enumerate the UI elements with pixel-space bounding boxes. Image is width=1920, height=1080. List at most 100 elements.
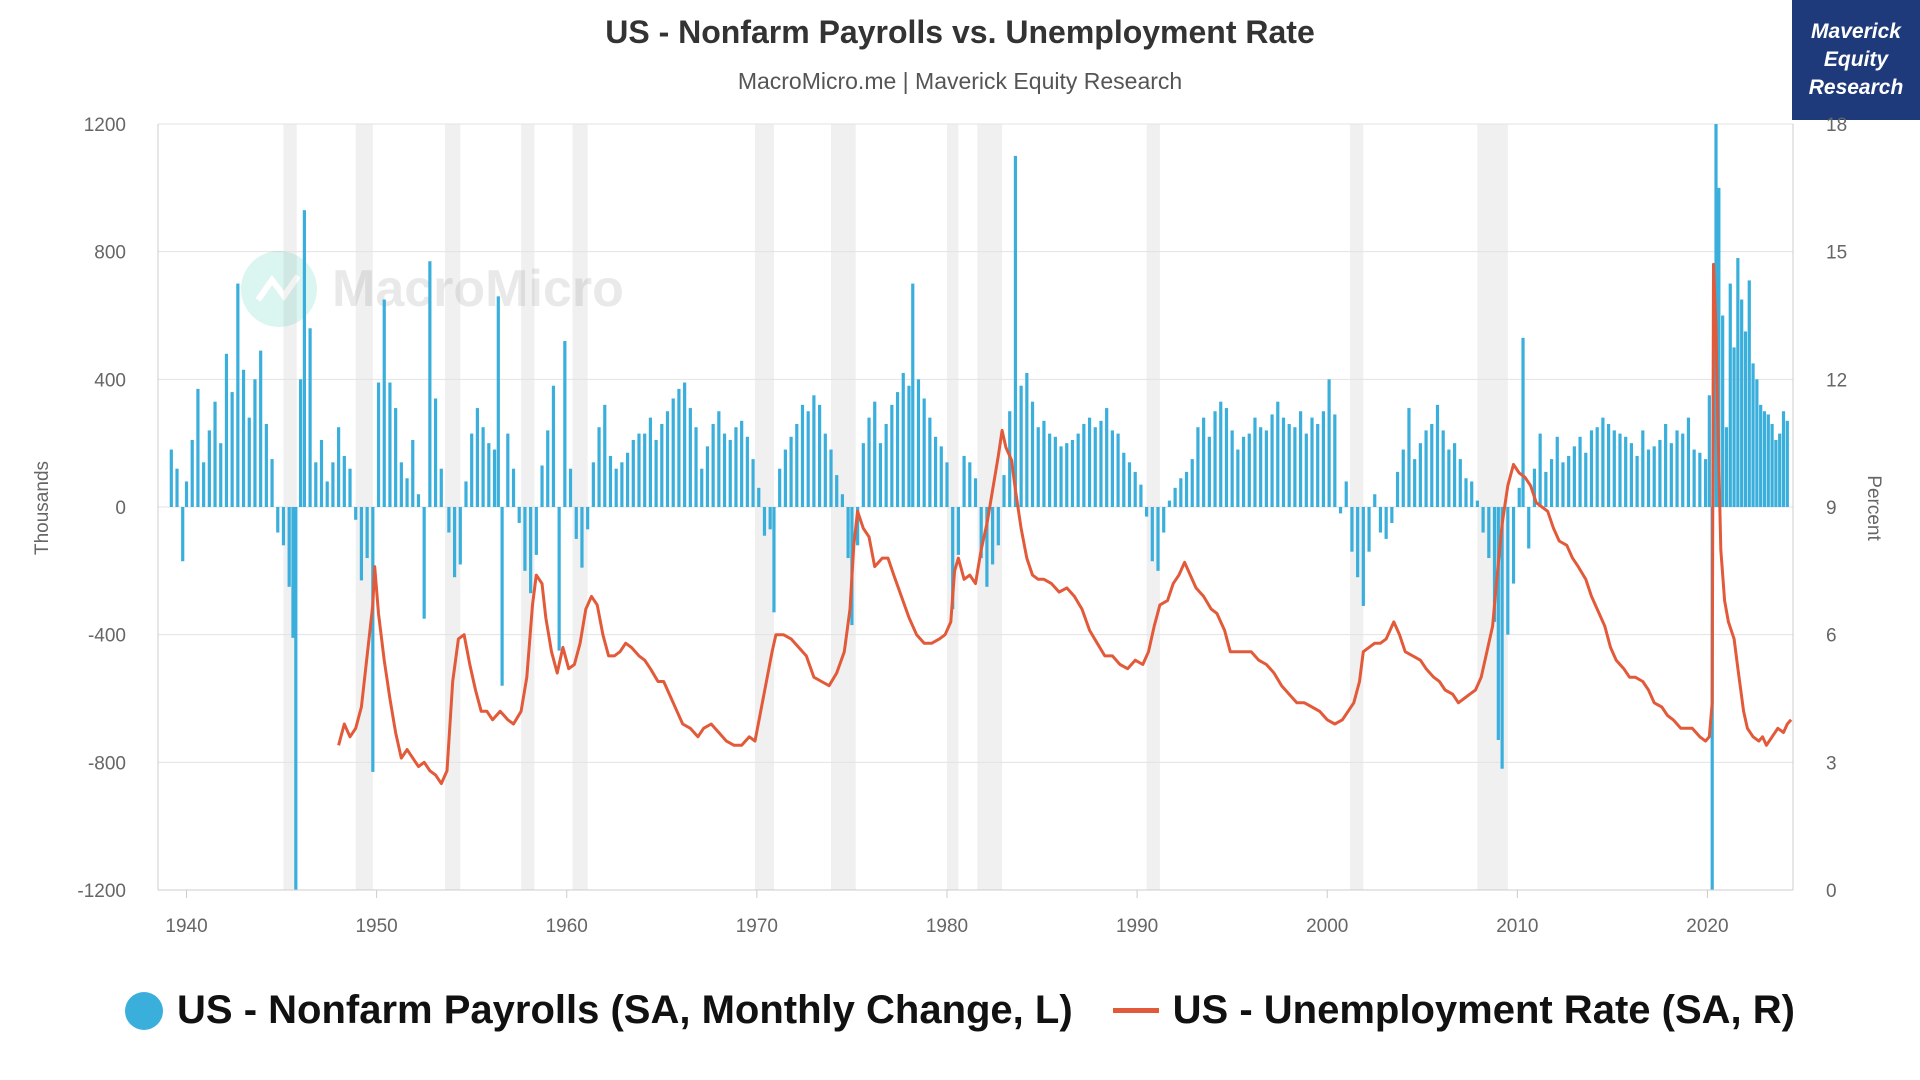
payroll-bar-242 <box>1527 507 1531 549</box>
payroll-bar-292 <box>1774 439 1778 507</box>
payroll-bar-216 <box>1384 507 1388 539</box>
payroll-bar-217 <box>1390 507 1394 523</box>
payroll-bar-204 <box>1316 424 1320 507</box>
payroll-bar-237 <box>1500 507 1504 769</box>
payroll-bar-92 <box>683 382 687 507</box>
payroll-bar-50 <box>447 507 451 533</box>
payroll-bar-247 <box>1555 436 1559 507</box>
payroll-bar-59 <box>496 296 500 507</box>
payroll-bar-34 <box>354 507 358 520</box>
payroll-bar-110 <box>783 449 787 507</box>
payroll-bar-264 <box>1652 446 1656 507</box>
payroll-bar-254 <box>1595 427 1599 507</box>
payroll-bar-153 <box>1025 372 1029 507</box>
payroll-bar-93 <box>688 408 692 507</box>
payroll-bar-96 <box>705 446 710 507</box>
payroll-bar-188 <box>1224 408 1229 507</box>
payroll-bar-35 <box>359 507 364 581</box>
payroll-bar-13 <box>241 369 246 507</box>
payroll-bar-7 <box>207 430 211 507</box>
payroll-bar-39 <box>382 299 386 507</box>
payroll-bar-103 <box>745 436 749 507</box>
y-tick-label-right-1: 15 <box>1826 243 1847 264</box>
legend-marker-payrolls <box>125 991 164 1030</box>
payroll-bar-169 <box>1116 433 1120 507</box>
payroll-bar-118 <box>829 449 833 507</box>
payroll-bar-32 <box>342 455 346 507</box>
payroll-bar-63 <box>517 507 521 523</box>
payroll-bar-170 <box>1122 452 1126 507</box>
payroll-bar-172 <box>1133 471 1137 507</box>
payroll-bar-289 <box>1762 411 1767 507</box>
payroll-bar-157 <box>1048 433 1052 507</box>
payroll-bar-84 <box>637 433 641 507</box>
payroll-bar-181 <box>1184 471 1189 507</box>
payroll-bar-246 <box>1549 459 1554 507</box>
payroll-bar-278 <box>1721 315 1725 507</box>
payroll-bar-139 <box>945 462 949 507</box>
payroll-bar-105 <box>757 487 761 507</box>
chart-area: MacroMicro 1940 1950 1960 1970 1980 1990 2000 2… <box>32 115 1884 937</box>
axes: 1940 1950 1960 1970 1980 1990 2000 2010 20201200… <box>77 115 1847 937</box>
payroll-bar-176 <box>1156 507 1160 571</box>
payroll-bar-30 <box>331 462 335 507</box>
payroll-bar-164 <box>1087 417 1092 507</box>
legend-item-unemployment[interactable]: US - Unemployment Rate (SA, R) <box>1112 988 1795 1033</box>
payroll-bar-225 <box>1435 404 1440 507</box>
payroll-bar-80 <box>614 468 618 507</box>
payroll-bar-168 <box>1110 430 1114 507</box>
payroll-bar-258 <box>1618 433 1622 507</box>
payroll-bar-209 <box>1344 481 1348 507</box>
payroll-bar-82 <box>625 452 630 507</box>
x-tick-label-1: 1950 <box>355 916 397 937</box>
y-tick-label-right-5: 3 <box>1826 753 1837 774</box>
legend-item-payrolls[interactable]: US - Nonfarm Payrolls (SA, Monthly Chang… <box>125 988 1073 1033</box>
payroll-bar-61 <box>506 433 510 507</box>
unemployment-line <box>337 262 1793 786</box>
payroll-bar-117 <box>823 433 827 507</box>
badge-line-1: Maverick <box>1811 20 1901 43</box>
payroll-bar-4 <box>190 439 194 507</box>
payroll-bar-14 <box>247 417 251 507</box>
payroll-bar-248 <box>1561 462 1565 507</box>
y-tick-label-left-5: -800 <box>88 753 126 774</box>
payroll-bar-235 <box>1492 507 1497 622</box>
payroll-bar-27 <box>314 462 318 507</box>
payroll-bar-212 <box>1361 507 1365 606</box>
payroll-bar-149 <box>1002 475 1006 507</box>
payroll-bar-43 <box>405 478 409 507</box>
payroll-bar-115 <box>812 395 816 507</box>
payroll-bar-131 <box>901 372 905 507</box>
payroll-bar-65 <box>529 507 533 594</box>
payroll-bar-257 <box>1612 430 1616 507</box>
payroll-bar-15 <box>253 379 257 507</box>
payroll-bar-104 <box>751 459 755 507</box>
payroll-bar-21 <box>287 507 291 587</box>
badge-line-3: Research <box>1808 76 1904 99</box>
watermark-text: MacroMicro <box>332 260 624 318</box>
payroll-bar-31 <box>337 427 341 507</box>
payroll-bar-232 <box>1475 500 1480 507</box>
payroll-bar-148 <box>996 507 1000 546</box>
payroll-bar-17 <box>264 424 268 507</box>
payroll-bar-98 <box>717 411 721 507</box>
payroll-bar-108 <box>772 507 776 613</box>
payroll-bar-24 <box>298 379 303 507</box>
payroll-bar-129 <box>890 404 894 507</box>
y-tick-label-left-0: 1200 <box>84 115 126 136</box>
payroll-bar-200 <box>1293 427 1297 507</box>
chart-title: US - Nonfarm Payrolls vs. Unemployment R… <box>605 14 1315 50</box>
payroll-bar-1 <box>175 468 179 507</box>
payroll-bar-145 <box>979 507 983 559</box>
payroll-bar-100 <box>728 439 732 507</box>
payroll-bar-111 <box>789 436 793 507</box>
payroll-bar-241 <box>1521 337 1525 507</box>
payroll-bar-45 <box>416 494 421 507</box>
payroll-bar-97 <box>711 424 715 507</box>
payroll-bar-0 <box>169 449 173 507</box>
payroll-bar-89 <box>665 411 670 507</box>
payroll-bar-94 <box>694 427 698 507</box>
chart-subtitle: MacroMicro.me | Maverick Equity Research <box>737 68 1183 94</box>
payroll-bar-20 <box>281 507 286 546</box>
watermark-chart-icon <box>255 274 301 302</box>
